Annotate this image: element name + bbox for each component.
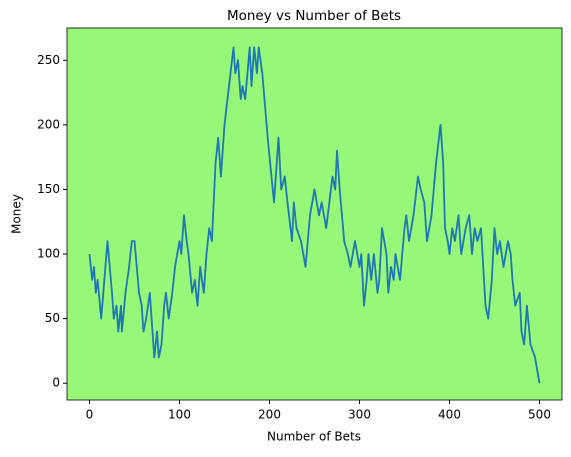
x-tick-label: 100 [168, 408, 191, 422]
y-axis-label: Money [10, 194, 24, 234]
x-tick-label: 200 [258, 408, 281, 422]
x-tick-label: 500 [528, 408, 551, 422]
chart-title: Money vs Number of Bets [227, 8, 401, 24]
y-tick-label: 50 [45, 311, 60, 325]
y-tick-label: 250 [37, 53, 60, 67]
x-tick-label: 300 [348, 408, 371, 422]
y-tick-label: 200 [37, 117, 60, 131]
x-tick-label: 0 [86, 408, 94, 422]
y-tick-label: 100 [37, 247, 60, 261]
data-line [88, 46, 541, 384]
x-tick-label: 400 [438, 408, 461, 422]
y-tick-label: 150 [37, 182, 60, 196]
plot-area [66, 27, 563, 401]
y-tick-label: 0 [52, 376, 60, 390]
x-axis-label: Number of Bets [267, 430, 361, 444]
